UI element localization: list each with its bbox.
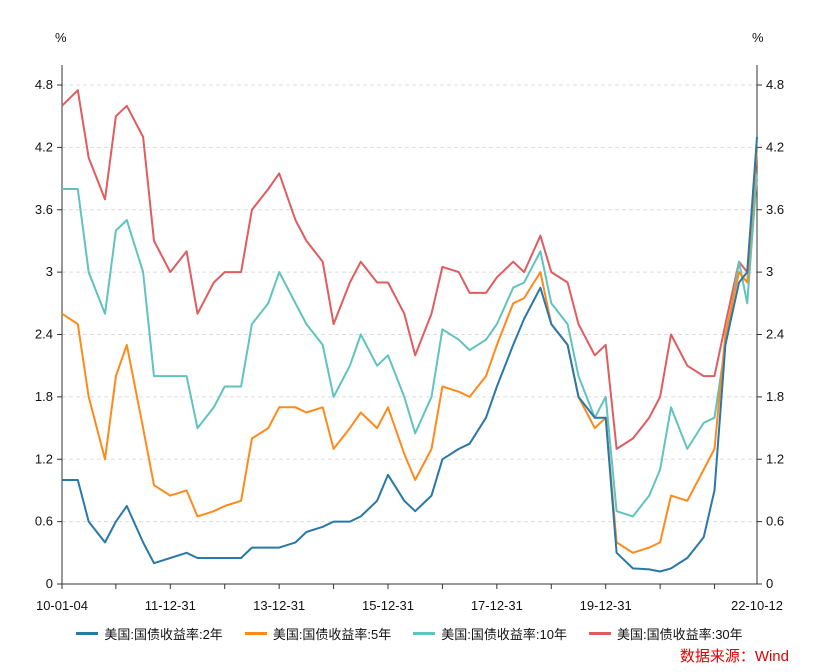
x-tick-label: 13-12-31 [253, 598, 305, 613]
y-tick-label-left: 1.8 [35, 389, 53, 404]
y-tick-label-left: 4.8 [35, 77, 53, 92]
legend-label: 美国:国债收益率:10年 [441, 627, 567, 642]
y-tick-label-right: 1.2 [766, 451, 784, 466]
legend-label: 美国:国债收益率:2年 [104, 627, 223, 642]
left-axis-unit: % [55, 30, 67, 45]
legend-swatch [76, 632, 99, 635]
y-tick-label-right: 2.4 [766, 327, 784, 342]
series-lines [61, 89, 758, 573]
legend-item[interactable]: 美国:国债收益率:10年 [413, 624, 567, 643]
y-tick-label-left: 1.2 [35, 451, 53, 466]
x-tick-label: 22-10-12 [731, 598, 783, 613]
series-line [61, 147, 758, 554]
x-tick-label: 10-01-04 [36, 598, 88, 613]
legend: 美国:国债收益率:2年 美国:国债收益率:5年 美国:国债收益率:10年 美国:国债收… [0, 624, 819, 643]
axes: % % 0 0 0.6 0.6 1.2 1.2 1.8 1.8 2.4 2.4 3 3 3.6 3.6 4.… [35, 30, 784, 613]
y-tick-label-left: 4.2 [35, 139, 53, 154]
legend-item[interactable]: 美国:国债收益率:5年 [244, 624, 392, 643]
x-tick-label: 15-12-31 [362, 598, 414, 613]
legend-swatch [244, 632, 267, 635]
series-line [62, 136, 758, 573]
series-line [62, 173, 758, 518]
y-tick-label-left: 0 [46, 576, 53, 591]
legend-item[interactable]: 美国:国债收益率:2年 [76, 624, 223, 643]
x-tick-label: 19-12-31 [580, 598, 632, 613]
yield-line-chart: % % 0 0 0.6 0.6 1.2 1.2 1.8 1.8 2.4 2.4 3 3 3.6 3.6 4.… [35, 30, 784, 613]
legend-swatch [588, 632, 611, 635]
y-tick-label-right: 1.8 [766, 389, 784, 404]
y-tick-label-right: 0.6 [766, 514, 784, 529]
y-tick-label-left: 2.4 [35, 327, 53, 342]
series-line [61, 89, 758, 450]
y-tick-label-right: 3 [766, 264, 773, 279]
y-tick-label-left: 3.6 [35, 202, 53, 217]
x-tick-label: 17-12-31 [471, 598, 523, 613]
gridlines [62, 84, 757, 523]
legend-label: 美国:国债收益率:5年 [272, 627, 392, 642]
y-tick-label-left: 3 [46, 264, 53, 279]
y-tick-label-left: 0.6 [35, 514, 53, 529]
y-tick-label-right: 4.2 [766, 139, 784, 154]
x-tick-label: 11-12-31 [145, 598, 196, 613]
legend-label: 美国:国债收益率:30年 [616, 627, 743, 642]
legend-swatch [413, 632, 436, 635]
y-tick-label-right: 0 [766, 576, 773, 591]
source-note: 数据来源：Wind [679, 648, 789, 665]
y-tick-label-right: 3.6 [766, 202, 784, 217]
legend-item[interactable]: 美国:国债收益率:30年 [588, 624, 743, 643]
y-tick-label-right: 4.8 [766, 77, 784, 92]
right-axis-unit: % [752, 30, 764, 45]
